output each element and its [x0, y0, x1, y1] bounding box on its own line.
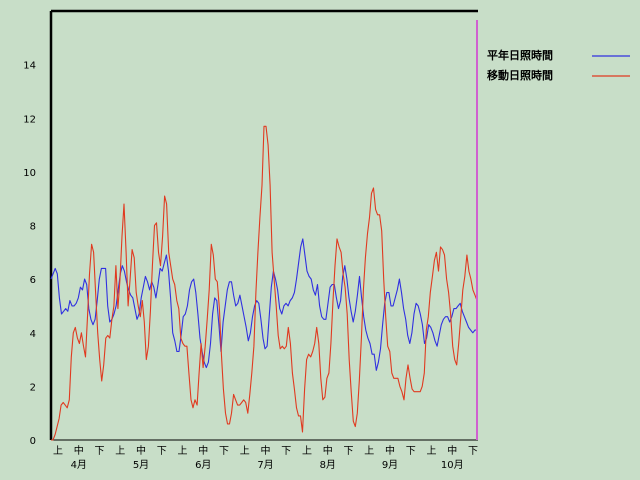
x-tick-label: 下 — [468, 446, 478, 457]
x-month-label: 6月 — [195, 459, 211, 471]
x-tick-label: 下 — [157, 446, 167, 457]
x-tick-label: 下 — [95, 446, 105, 457]
x-month-label: 5月 — [133, 459, 149, 471]
x-tick-label: 上 — [115, 445, 125, 457]
x-tick-label: 下 — [406, 446, 416, 457]
x-tick-label: 下 — [344, 446, 354, 457]
x-tick-label: 中 — [323, 444, 333, 457]
legend-label-normal: 平年日照時間 — [487, 48, 553, 62]
x-tick-label: 中 — [447, 444, 457, 457]
y-tick-labels: 0 2 4 6 8 10 12 14 — [23, 61, 36, 447]
x-tick-label: 上 — [302, 445, 312, 457]
axes — [49, 9, 478, 441]
x-tick-label: 下 — [281, 446, 291, 457]
x-tick-label: 上 — [53, 445, 63, 457]
y-tick-label: 8 — [30, 222, 36, 233]
y-tick-label: 14 — [23, 61, 36, 72]
y-tick-label: 0 — [30, 436, 36, 447]
x-tick-label: 中 — [136, 444, 146, 457]
x-tick-label: 上 — [364, 445, 374, 457]
y-tick-label: 10 — [23, 168, 36, 179]
x-month-label: 8月 — [320, 459, 336, 471]
x-tick-label: 下 — [219, 446, 229, 457]
legend: 平年日照時間 移動日照時間 — [487, 48, 630, 82]
y-tick-label: 4 — [30, 329, 36, 340]
y-tick-label: 12 — [23, 114, 36, 125]
x-tick-label: 上 — [240, 445, 250, 457]
x-tick-labels: 上中4月下上中5月下上中6月下上中7月下上中8月下上中9月下上中10月下 — [53, 444, 478, 471]
x-tick-label: 中 — [74, 444, 84, 457]
x-tick-label: 上 — [427, 445, 437, 457]
x-tick-label: 上 — [178, 445, 188, 457]
x-tick-label: 中 — [385, 444, 395, 457]
series-lines — [50, 125, 478, 441]
series-line-normal — [50, 238, 477, 371]
x-month-label: 10月 — [441, 459, 464, 471]
legend-label-moving: 移動日照時間 — [487, 68, 553, 82]
x-month-label: 4月 — [71, 459, 87, 471]
x-tick-label: 中 — [261, 444, 271, 457]
y-tick-label: 6 — [30, 275, 36, 286]
x-tick-label: 中 — [198, 444, 208, 457]
x-month-label: 9月 — [382, 459, 398, 471]
y-tick-label: 2 — [30, 382, 36, 393]
x-month-label: 7月 — [257, 459, 273, 471]
series-line-moving — [51, 125, 478, 441]
